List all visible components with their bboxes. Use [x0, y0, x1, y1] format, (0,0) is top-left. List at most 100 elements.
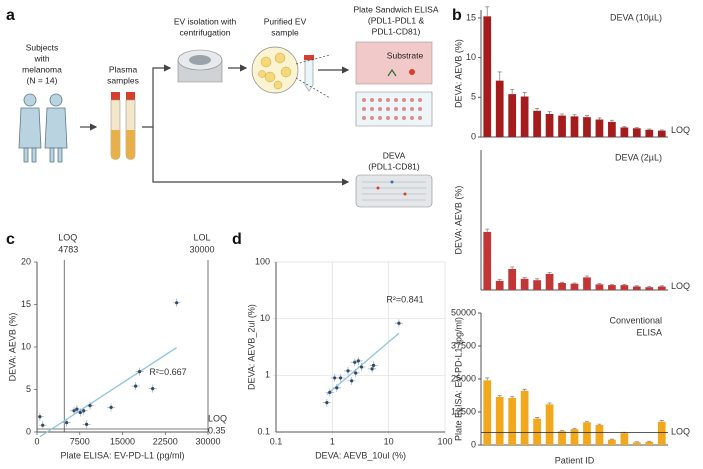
panel-label: b [452, 7, 462, 24]
bar [545, 273, 554, 290]
label: Subjects [26, 42, 59, 52]
point [84, 422, 89, 426]
bar [583, 117, 591, 137]
error-bar [485, 228, 490, 232]
label: EV isolation with [174, 16, 237, 26]
point [325, 401, 329, 405]
y-tick-label: 0 [471, 439, 476, 449]
error-bar [634, 127, 639, 129]
point [75, 407, 79, 411]
deva-chip-icon [355, 174, 433, 208]
error-bar [597, 117, 602, 120]
error-bar [510, 266, 515, 269]
error-bar [560, 113, 565, 116]
error-bar [535, 278, 540, 281]
elisa-icon [355, 41, 433, 127]
point [353, 360, 357, 364]
chart-title: DEVA (2µL) [615, 152, 662, 162]
y-tick-label: 15 [466, 12, 476, 22]
loq-label: LOQ [671, 427, 690, 437]
label: PDL1-CD81) [372, 26, 421, 36]
bar [533, 110, 541, 137]
point [354, 371, 358, 375]
y-tick-label: 1 [265, 370, 270, 380]
label: Plate Sandwich ELISA [353, 4, 438, 14]
bar [595, 424, 604, 445]
error-bar [522, 388, 527, 391]
r-squared: R²=0.841 [386, 294, 423, 304]
point [335, 386, 339, 390]
error-bar [535, 108, 540, 111]
error-bar [584, 420, 589, 423]
error-bar [497, 71, 502, 81]
bar [645, 287, 654, 290]
point [72, 409, 76, 413]
y-tick-label: 5 [471, 92, 476, 102]
point [88, 404, 92, 408]
bar [520, 390, 529, 445]
error-bar [522, 277, 527, 279]
point [338, 376, 343, 380]
bar [583, 422, 591, 445]
label: centrifugation [179, 27, 230, 37]
bar [520, 96, 529, 137]
reference-label: LOQ [58, 232, 77, 242]
bar [657, 286, 666, 290]
bar [533, 418, 541, 445]
y-tick-label: 5 [26, 384, 31, 394]
y-tick-label: 10 [21, 341, 31, 351]
bar [508, 398, 517, 445]
bar [595, 119, 604, 137]
point [78, 410, 82, 415]
bar [545, 113, 554, 137]
y-tick-label: 0 [26, 426, 31, 436]
error-bar [609, 284, 614, 286]
trend-line [39, 347, 178, 438]
error-bar [547, 111, 552, 114]
point [175, 301, 179, 305]
point [346, 369, 350, 373]
point [41, 423, 45, 427]
point [397, 321, 401, 325]
error-bar [572, 114, 577, 117]
point [82, 409, 86, 413]
label: (N = 14) [27, 75, 58, 85]
bar [645, 129, 654, 137]
reference-value: 30000 [189, 244, 214, 254]
bar [595, 284, 604, 290]
error-bar [609, 119, 614, 122]
bar [645, 441, 654, 445]
error-bar [572, 282, 577, 284]
error-bar [647, 440, 652, 442]
error-bar [485, 6, 490, 17]
chart-title: Conventional [609, 315, 662, 325]
error-bar [547, 272, 552, 274]
error-bar [560, 281, 565, 283]
bar [483, 231, 492, 290]
y-axis-title: DEVA: AEVB_2ul (%) [246, 304, 256, 390]
r-squared: R²=0.667 [149, 367, 186, 377]
bar [657, 130, 666, 137]
label: (PDL1-CD81) [368, 161, 420, 171]
x-axis-title: Patient ID [555, 455, 595, 465]
y-tick-label: 15 [21, 299, 31, 309]
error-bar [510, 88, 515, 95]
point [134, 384, 138, 388]
error-bar [572, 427, 577, 430]
bar [632, 286, 641, 290]
bar [620, 433, 629, 445]
point [370, 367, 374, 371]
x-tick-label: 10 [384, 436, 394, 446]
label: Purified EV [264, 16, 307, 26]
y-tick-label: 10 [260, 313, 270, 323]
reference-label: LOL [193, 232, 210, 242]
bar [632, 128, 641, 137]
x-tick-label: 0 [34, 436, 39, 446]
loq-label: LOQ [671, 281, 690, 291]
bar [495, 80, 504, 137]
point [38, 415, 42, 419]
y-tick-label: 0.1 [257, 426, 270, 436]
error-bar [609, 438, 614, 440]
x-tick-label: 22500 [153, 436, 178, 446]
bar [508, 94, 517, 137]
